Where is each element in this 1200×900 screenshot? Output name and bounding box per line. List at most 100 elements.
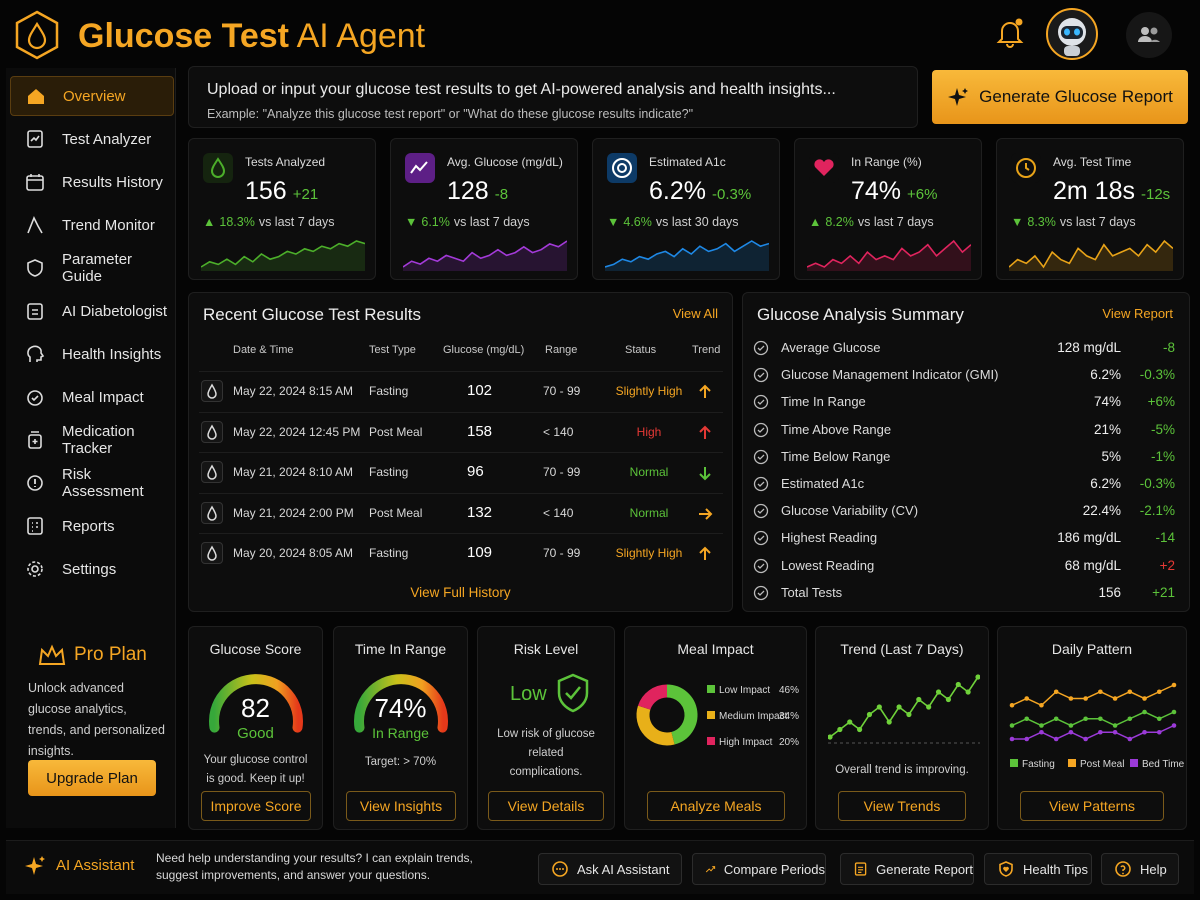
- home-icon: [28, 89, 44, 104]
- donut-slice-high-impact: [637, 684, 668, 711]
- compare-periods-button[interactable]: Compare Periods: [692, 853, 826, 885]
- sidebar-item-ai-diabetologist[interactable]: AI Diabetologist: [10, 291, 174, 331]
- generate-report-label: Generate Glucose Report: [979, 87, 1173, 106]
- stat-percent: 18.3%: [219, 215, 255, 229]
- sidebar-item-results-history[interactable]: Results History: [10, 162, 174, 202]
- users-button[interactable]: [1126, 12, 1172, 58]
- trend-7-days-chart: [828, 674, 980, 744]
- daily-series-line: [1011, 684, 1175, 707]
- trend-arrow-up-icon: [699, 546, 711, 561]
- stat-percent: 8.3%: [1027, 215, 1056, 229]
- summary-metric-name: Glucose Variability (CV): [781, 503, 919, 519]
- glucose-score-note: Your glucose control is good. Keep it up…: [203, 754, 308, 785]
- improve-score-button[interactable]: Improve Score: [201, 791, 311, 821]
- analyze-meals-button[interactable]: Analyze Meals: [647, 791, 785, 821]
- meal-icon: [27, 390, 43, 406]
- gear-icon: [27, 561, 43, 577]
- generate-glucose-report-button[interactable]: Generate Glucose Report: [932, 70, 1188, 124]
- stat-label: Estimated A1c: [649, 155, 726, 169]
- table-row[interactable]: May 21, 2024 2:00 PM Post Meal 132 < 140 Norm…: [199, 492, 723, 533]
- stat-label: Tests Analyzed: [245, 155, 326, 169]
- summary-metric-icon: [753, 422, 769, 437]
- sidebar-item-trend-monitor[interactable]: Trend Monitor: [10, 205, 174, 245]
- sparkline-line: [605, 240, 769, 268]
- stat-value-number: 128: [447, 177, 489, 205]
- sidebar-item-parameter-guide[interactable]: Parameter Guide: [10, 248, 174, 288]
- table-row[interactable]: May 20, 2024 8:05 AM Fasting 109 70 - 99 Slig…: [199, 533, 723, 573]
- trend-point: [926, 704, 932, 710]
- legend-label: Post Meal: [1080, 759, 1125, 770]
- stat-value-number: 2m 18s: [1053, 177, 1135, 205]
- stat-arrow: ▲: [809, 215, 822, 229]
- notification-bell-icon[interactable]: [996, 18, 1024, 48]
- robot-icon: [1058, 18, 1086, 56]
- table-row[interactable]: May 21, 2024 8:10 AM Fasting 96 70 - 99 Norma…: [199, 452, 723, 492]
- clock-icon: [1016, 158, 1036, 178]
- legend-label: Medium Impact: [719, 711, 788, 722]
- sidebar-item-medication-tracker[interactable]: Medication Tracker: [10, 420, 174, 460]
- trend-arrow-down-icon: [699, 467, 711, 481]
- sidebar-item-settings[interactable]: Settings: [10, 549, 174, 589]
- daily-pattern-title: Daily Pattern: [1051, 641, 1133, 657]
- view-trends-button[interactable]: View Trends: [838, 791, 966, 821]
- stat-icon-box: [1011, 153, 1041, 183]
- table-row[interactable]: May 22, 2024 12:45 PM Post Meal 158 < 140 Hig…: [199, 411, 723, 452]
- col-glucose: Glucose (mg/dL): [443, 344, 525, 356]
- donut-slice-medium-impact: [636, 705, 675, 746]
- health-tips-button[interactable]: Health Tips: [984, 853, 1092, 885]
- view-insights-button[interactable]: View Insights: [346, 791, 456, 821]
- heart-icon: [814, 159, 834, 176]
- report-icon: [27, 517, 43, 535]
- time-in-range-title: Time In Range: [354, 641, 447, 657]
- generate-report-button[interactable]: Generate Report: [840, 853, 974, 885]
- daily-legend-item: Post Meal: [1068, 759, 1124, 770]
- sparkle-icon: [948, 88, 969, 106]
- col-status: Status: [625, 344, 657, 356]
- sidebar-item-health-insights[interactable]: Health Insights: [10, 334, 174, 374]
- trend-arrow-right-icon: [699, 508, 713, 520]
- stat-arrow: ▼: [607, 215, 620, 229]
- ask-ai-assistant-button[interactable]: Ask AI Assistant: [538, 853, 682, 885]
- view-details-button[interactable]: View Details: [488, 791, 604, 821]
- summary-metric-name: Total Tests: [781, 584, 843, 600]
- help-button[interactable]: Help: [1101, 853, 1179, 885]
- sidebar-item-risk-assessment[interactable]: Risk Assessment: [10, 463, 174, 503]
- row-glucose: 109: [467, 544, 493, 562]
- ai-sparkle-icon: [25, 856, 45, 875]
- stat-comparison: ▼ 4.6% vs last 30 days: [607, 215, 739, 229]
- upgrade-plan-button[interactable]: Upgrade Plan: [28, 760, 156, 796]
- stat-comparison: ▼ 8.3% vs last 7 days: [1011, 215, 1136, 229]
- meal-impact-title: Meal Impact: [677, 641, 754, 657]
- row-time: 8:10 AM: [309, 465, 354, 480]
- stat-card-avg-glucose-mg-dl: Avg. Glucose (mg/dL) 128 -8 ▼ 6.1% vs last 7 …: [390, 138, 578, 280]
- stat-value: 6.2% -0.3%: [649, 177, 751, 206]
- legend-swatch: [1130, 759, 1138, 767]
- legend-value: 20%: [778, 737, 799, 748]
- stat-value-number: 6.2%: [649, 177, 706, 205]
- sparkline-area: [403, 241, 567, 271]
- daily-series-point: [1039, 723, 1044, 728]
- table-row[interactable]: May 22, 2024 8:15 AM Fasting 102 70 - 99 Slig…: [199, 371, 723, 411]
- stat-period: vs last 7 days: [258, 215, 335, 229]
- view-full-history-link[interactable]: View Full History: [410, 585, 511, 600]
- crown-icon: [38, 644, 66, 665]
- summary-metric-delta: -14: [1155, 530, 1175, 546]
- sidebar-item-meal-impact[interactable]: Meal Impact: [10, 377, 174, 417]
- view-report-link[interactable]: View Report: [1102, 306, 1173, 321]
- daily-series-point: [1039, 702, 1044, 708]
- sidebar-item-test-analyzer[interactable]: Test Analyzer: [10, 119, 174, 159]
- legend-label: High Impact: [719, 737, 773, 748]
- daily-series-point: [1053, 736, 1059, 742]
- prompt-input[interactable]: Upload or input your glucose test result…: [188, 66, 918, 128]
- summary-row: Average Glucose 128 mg/dL -8: [753, 335, 1181, 362]
- row-range: < 140: [543, 424, 574, 439]
- robot-avatar[interactable]: [1046, 8, 1098, 60]
- view-all-link[interactable]: View All: [672, 306, 718, 321]
- shield-check-icon: [557, 673, 589, 713]
- sidebar-item-overview[interactable]: Overview: [10, 76, 174, 116]
- users-icon: [1138, 27, 1160, 42]
- sidebar-item-label: Health Insights: [62, 345, 162, 363]
- sidebar-item-reports[interactable]: Reports: [10, 506, 174, 546]
- view-patterns-button[interactable]: View Patterns: [1020, 791, 1164, 821]
- summary-metric-delta: -2.1%: [1139, 503, 1175, 519]
